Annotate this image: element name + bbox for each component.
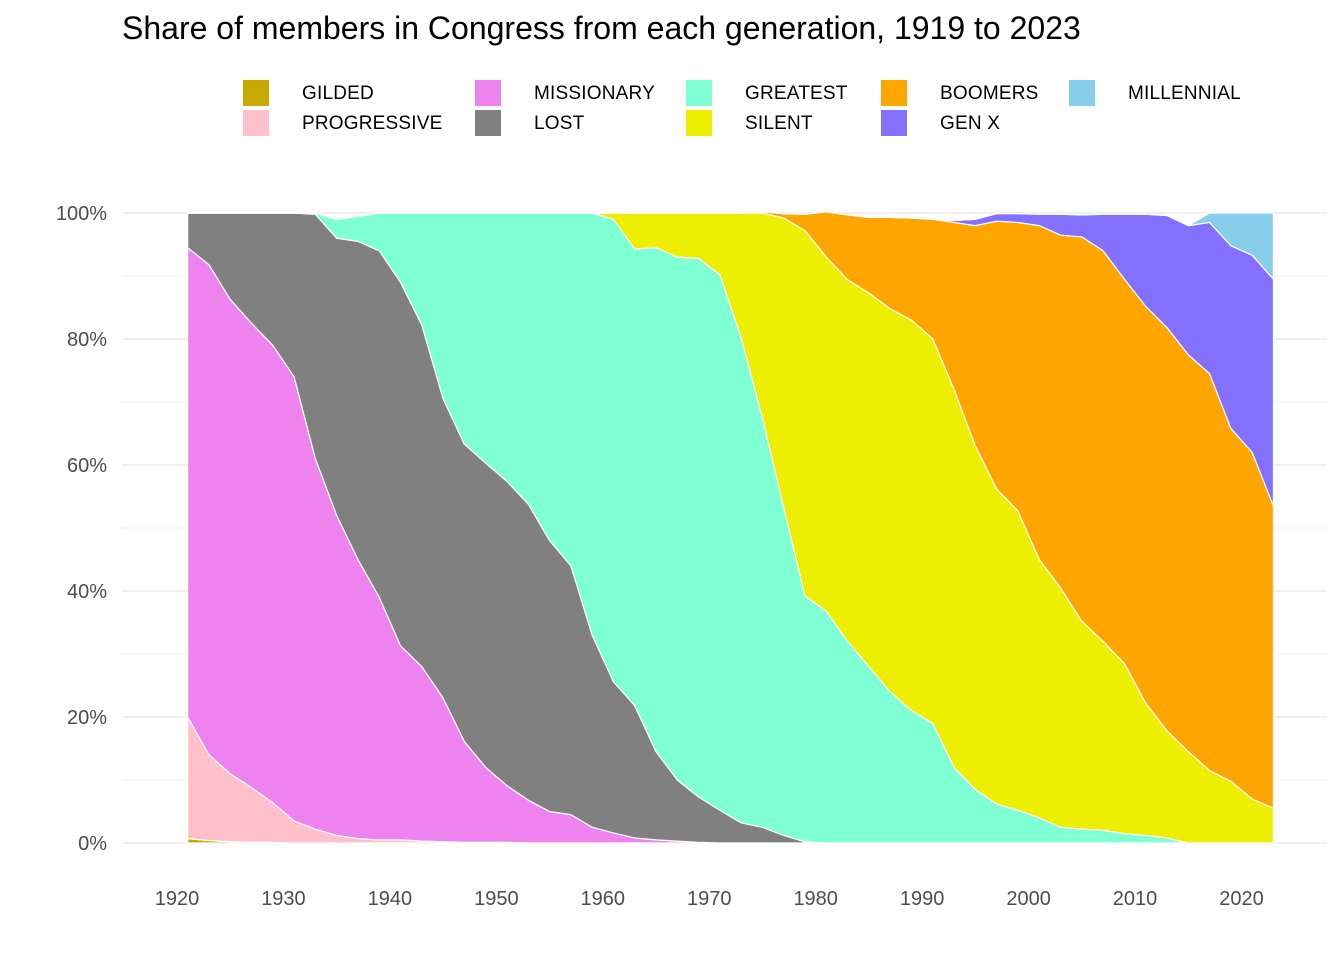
x-tick-label: 1930 [261, 888, 306, 910]
y-tick-label: 40% [67, 581, 107, 603]
legend-swatch-missionary [475, 80, 501, 106]
legend-label-progressive: PROGRESSIVE [302, 113, 443, 134]
x-tick-label: 2020 [1219, 888, 1264, 910]
x-tick-label: 2000 [1006, 888, 1051, 910]
legend-swatch-progressive [243, 110, 269, 136]
legend-swatch-gilded [243, 80, 269, 106]
y-tick-label: 80% [67, 329, 107, 351]
legend-label-greatest: GREATEST [745, 83, 848, 104]
legend-label-gen-x: GEN X [940, 113, 1001, 134]
y-tick-label: 20% [67, 707, 107, 729]
legend-swatch-greatest [686, 80, 712, 106]
legend-label-boomers: BOOMERS [940, 83, 1039, 104]
legend-label-lost: LOST [534, 113, 585, 134]
x-tick-label: 1950 [474, 888, 519, 910]
x-tick-label: 1980 [793, 888, 838, 910]
x-tick-label: 1960 [581, 888, 626, 910]
y-tick-label: 0% [78, 833, 107, 855]
y-tick-label: 100% [56, 203, 107, 225]
legend-swatch-gen-x [881, 110, 907, 136]
area-millennial [187, 211, 1275, 280]
legend-label-millennial: MILLENNIAL [1128, 83, 1241, 104]
chart-title: Share of members in Congress from each g… [122, 10, 1081, 46]
x-tick-label: 1920 [155, 888, 200, 910]
stacked-areas [187, 211, 1275, 844]
legend-swatch-millennial [1069, 80, 1095, 106]
x-tick-label: 1970 [687, 888, 732, 910]
legend: GILDED PROGRESSIVE MISSIONARY LOST GREAT… [0, 0, 1344, 150]
legend-swatch-boomers [881, 80, 907, 106]
y-axis: 0% 20% 40% 60% 80% 100% [56, 203, 107, 855]
legend-swatch-lost [475, 110, 501, 136]
legend-label-gilded: GILDED [302, 83, 374, 104]
legend-swatch-silent [686, 110, 712, 136]
x-tick-label: 1990 [900, 888, 945, 910]
legend-label-missionary: MISSIONARY [534, 83, 655, 104]
y-tick-label: 60% [67, 455, 107, 477]
legend-label-silent: SILENT [745, 113, 813, 134]
x-tick-label: 2010 [1113, 888, 1158, 910]
x-axis: 1920 1930 1940 1950 1960 1970 1980 1990 2000 2010… [155, 888, 1264, 910]
x-tick-label: 1940 [368, 888, 413, 910]
